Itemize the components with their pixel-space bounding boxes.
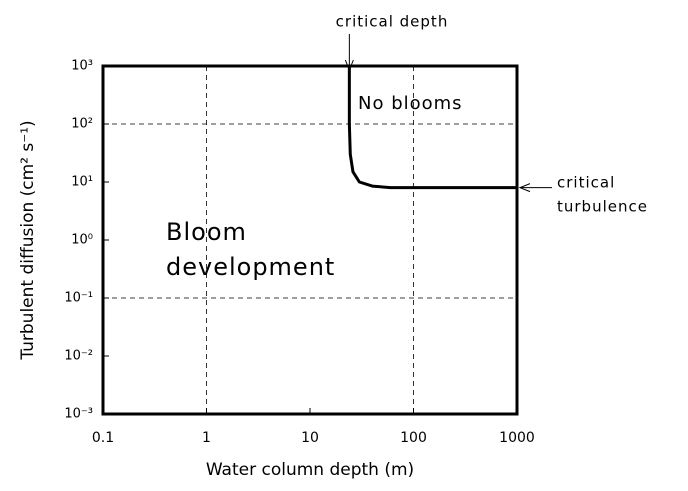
y-tick-label: 10⁻² [64, 349, 93, 364]
annotation: critical depth [336, 13, 449, 31]
x-tick-label: 10 [301, 430, 319, 446]
y-tick-label: 10³ [71, 59, 93, 74]
x-tick-label: 1 [202, 430, 211, 446]
x-tick-label: 0.1 [92, 430, 114, 446]
y-tick-label: 10² [71, 117, 93, 132]
x-tick-label: 1000 [499, 430, 535, 446]
annotation: development [166, 253, 335, 281]
annotation: Bloom [166, 218, 247, 246]
annotation: turbulence [557, 198, 648, 216]
arrow-head [518, 183, 531, 193]
x-axis-label: Water column depth (m) [206, 460, 414, 480]
y-tick-label: 10¹ [71, 175, 93, 190]
y-tick-label: 10⁰ [71, 233, 93, 248]
arrow-head [344, 59, 354, 72]
annotation: critical [557, 174, 615, 192]
plot-frame [101, 64, 519, 416]
line [347, 66, 517, 190]
y-axis-label: Turbulent diffusion (cm² s⁻¹) [18, 120, 38, 360]
y-tick-label: 10⁻³ [64, 407, 93, 422]
x-tick-label: 100 [400, 430, 427, 446]
y-tick-label: 10⁻¹ [64, 291, 93, 306]
annotation: No blooms [358, 93, 463, 114]
